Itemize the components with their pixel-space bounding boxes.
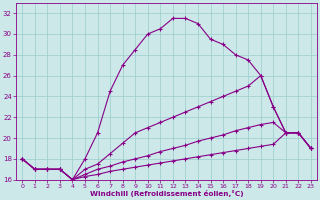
- X-axis label: Windchill (Refroidissement éolien,°C): Windchill (Refroidissement éolien,°C): [90, 190, 244, 197]
